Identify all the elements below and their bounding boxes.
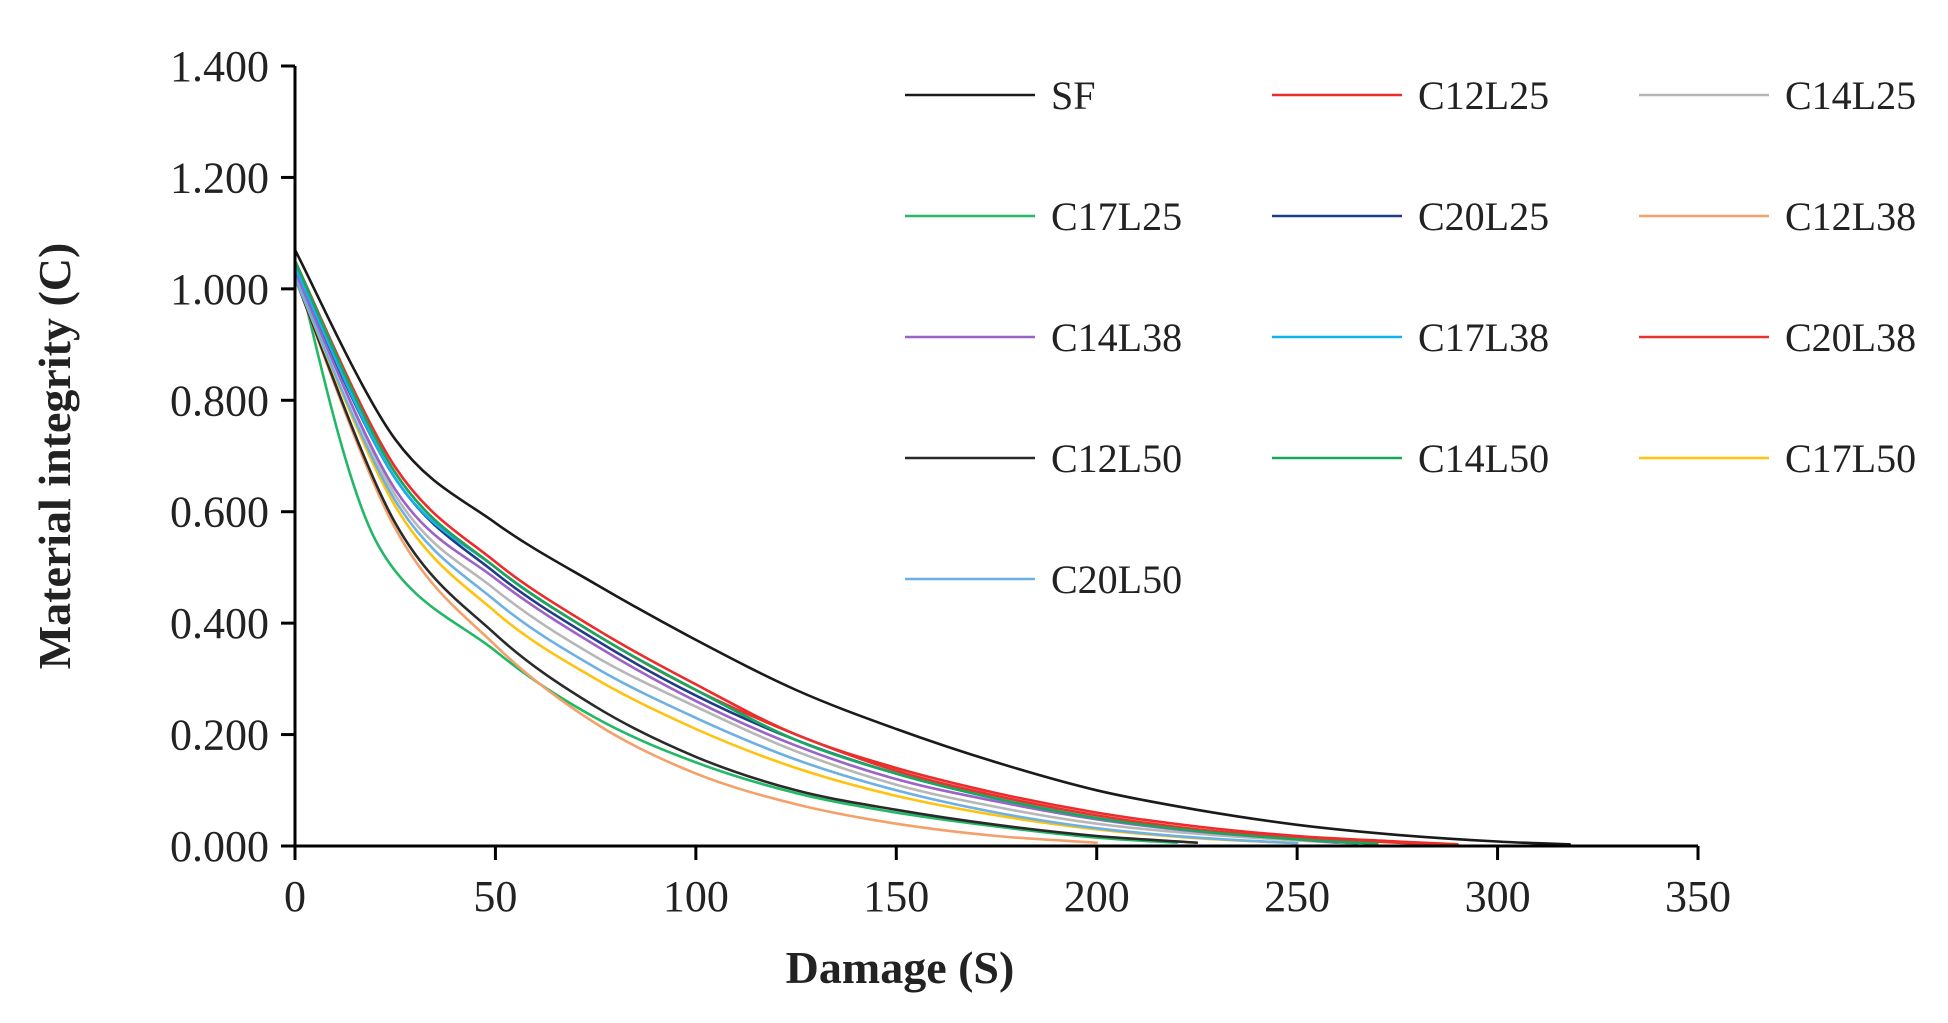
y-axis-title: Material integrity (C) [29,243,80,670]
series-line-c12l38 [293,276,1098,844]
y-ticks: 0.000 0.200 0.400 0.600 0.800 1.000 1.200 1.400 [170,42,295,871]
x-tick-label: 200 [1064,872,1130,921]
series-line-c20l38 [293,259,1439,846]
legend-label: C12L25 [1418,73,1549,118]
x-axis-title: Damage (S) [786,942,1015,993]
series-line-c14l50 [293,259,1379,846]
x-tick-label: 100 [663,872,729,921]
x-tick-label: 350 [1665,872,1731,921]
x-tick-label: 150 [863,872,929,921]
legend-label: C14L50 [1418,436,1549,481]
legend-label: C12L38 [1785,194,1916,239]
series-line-c17l25 [293,259,1179,844]
x-tick-label: 50 [473,872,517,921]
x-ticks: 0 50 100 150 200 250 300 350 [284,846,1731,921]
plot-lines [293,248,1571,846]
legend-label: C12L50 [1051,436,1182,481]
y-tick-label: 1.400 [170,42,269,91]
legend-label: C17L25 [1051,194,1182,239]
series-line-c20l50 [293,276,1299,845]
x-tick-label: 300 [1465,872,1531,921]
series-line-c14l25 [293,265,1359,846]
y-tick-label: 0.400 [170,599,269,648]
legend-label: C20L38 [1785,315,1916,360]
legend-label: C20L50 [1051,557,1182,602]
legend-label: C20L25 [1418,194,1549,239]
legend-label: C14L25 [1785,73,1916,118]
y-tick-label: 0.000 [170,822,269,871]
legend: SF C12L25 C14L25 C17L25 C20L25 C12L38 C14L38 C1… [905,73,1916,602]
y-tick-label: 0.800 [170,376,269,425]
legend-label: C17L38 [1418,315,1549,360]
legend-label: C17L50 [1785,436,1916,481]
x-tick-label: 0 [284,872,306,921]
y-tick-label: 1.000 [170,265,269,314]
y-tick-label: 0.600 [170,488,269,537]
series-line-c12l50 [293,276,1199,844]
series-line-c12l25 [293,259,1459,846]
axes [293,66,1698,848]
series-line-sf [293,248,1571,846]
y-tick-label: 1.200 [170,153,269,202]
legend-label: C14L38 [1051,315,1182,360]
x-tick-label: 250 [1264,872,1330,921]
y-tick-label: 0.200 [170,711,269,760]
legend-label: SF [1051,73,1096,118]
